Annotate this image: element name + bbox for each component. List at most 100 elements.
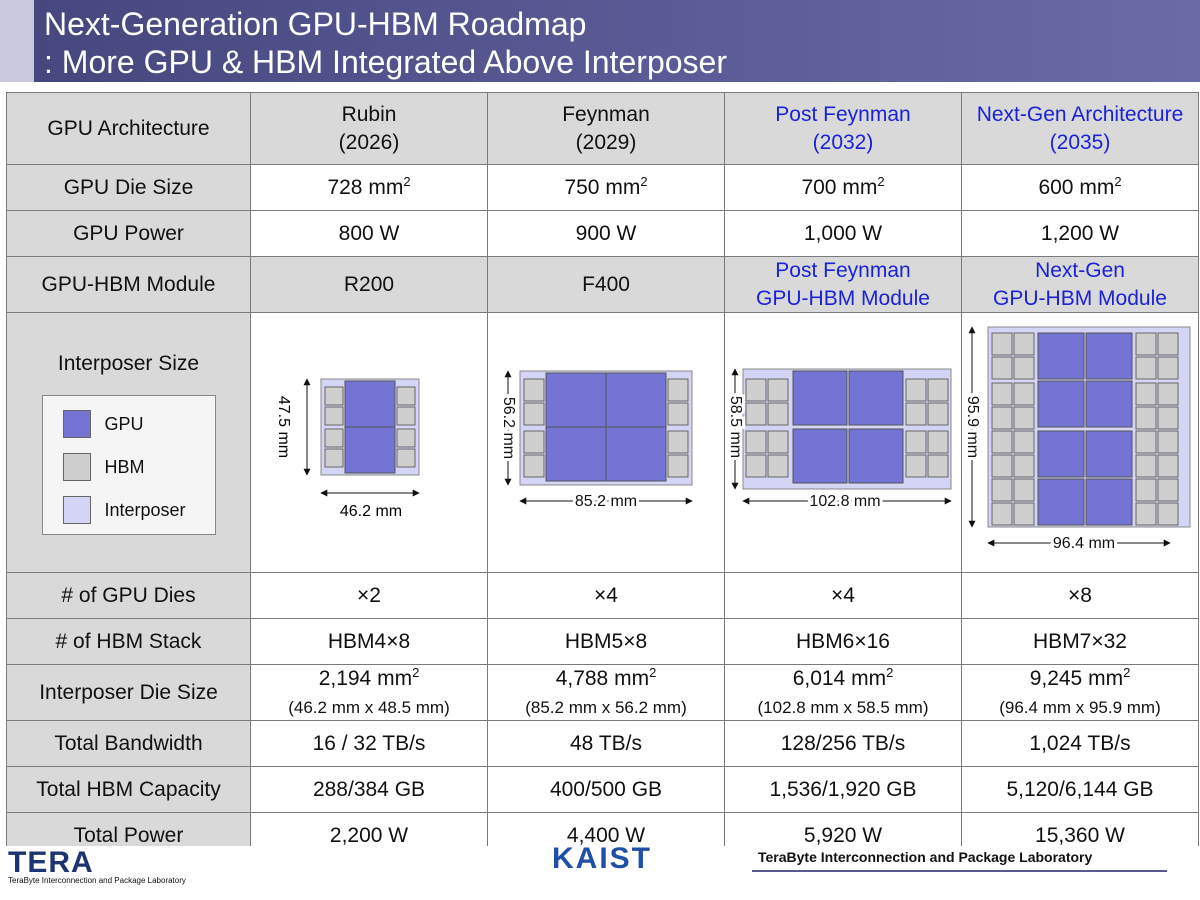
row-label: GPU Die Size <box>6 164 251 211</box>
cell-value: 1,536/1,920 GB <box>724 765 962 813</box>
cell-value: 700 mm2 <box>724 164 962 211</box>
row-label: Interposer Size <box>57 352 200 375</box>
arch-name: Rubin <box>341 103 397 127</box>
cell-value: 128/256 TB/s <box>724 719 962 767</box>
footer-divider <box>752 870 1167 872</box>
arch-year: (2029) <box>575 130 637 154</box>
cell-value: ×2 <box>250 572 488 620</box>
area-text: 2,194 mm <box>318 667 413 691</box>
row-die-size: GPU Die Size 728 mm2 750 mm2 700 mm2 600… <box>6 164 1199 211</box>
diagram-cell-post-feynman: 58.5 mm 102.8 mm <box>724 311 962 574</box>
row-label: GPU-HBM Module <box>6 256 251 313</box>
arch-year: (2032) <box>812 130 874 154</box>
area-text: 4,788 mm <box>555 667 650 691</box>
interposer-diagram-post-feynman: 58.5 mm 102.8 mm <box>724 368 952 513</box>
cell-value: HBM7×32 <box>961 618 1199 666</box>
cell-value: HBM4×8 <box>250 618 488 666</box>
cell-value: HBM5×8 <box>487 618 725 666</box>
cell-value: 800 W <box>250 210 488 257</box>
cell-value: 4,788 mm2 (85.2 mm x 56.2 mm) <box>487 664 725 721</box>
cell-value: 728 mm2 <box>250 164 488 211</box>
module-line-1: Post Feynman <box>775 259 911 283</box>
hbm-stacks <box>324 386 416 468</box>
arch-name: Feynman <box>562 103 650 127</box>
unit-superscript: 2 <box>403 173 411 189</box>
width-label: 85.2 mm <box>575 493 637 510</box>
hbm-stacks <box>745 378 949 478</box>
unit-superscript: 2 <box>649 665 657 681</box>
cell-value: ×4 <box>487 572 725 620</box>
lab-name: TeraByte Interconnection and Package Lab… <box>758 849 1093 865</box>
arch-next-gen: Next-Gen Architecture (2035) <box>961 92 1199 165</box>
module-line-2: GPU-HBM Module <box>756 286 930 310</box>
width-label: 102.8 mm <box>809 493 880 510</box>
width-label: 46.2 mm <box>340 503 402 520</box>
row-label: GPU Architecture <box>6 92 251 165</box>
arch-name: Next-Gen Architecture <box>976 103 1184 127</box>
height-label: 56.2 mm <box>500 397 517 459</box>
arch-year: (2035) <box>1049 130 1111 154</box>
area-text: 9,245 mm <box>1029 667 1124 691</box>
value-text: 600 mm <box>1038 175 1115 199</box>
hbm-stacks <box>523 378 689 478</box>
interposer-diagram-rubin: 47.5 mm 46.2 mm <box>275 378 420 520</box>
cell-value: 750 mm2 <box>487 164 725 211</box>
title-banner: Next-Generation GPU-HBM Roadmap : More G… <box>0 0 1200 82</box>
cell-value: 5,120/6,144 GB <box>961 765 1199 813</box>
interposer-swatch <box>62 496 91 525</box>
cell-value: F400 <box>487 256 725 313</box>
height-label: 95.9 mm <box>964 396 981 458</box>
dims-text: (85.2 mm x 56.2 mm) <box>525 697 687 717</box>
cell-value: Post Feynman GPU-HBM Module <box>724 256 962 313</box>
unit-superscript: 2 <box>1114 173 1122 189</box>
roadmap-table: GPU Architecture Rubin (2026) Feynman (202… <box>6 92 1199 859</box>
diagram-cell-next-gen: 95.9 mm 96.4 mm <box>961 311 1199 574</box>
arch-rubin: Rubin (2026) <box>250 92 488 165</box>
slide-title-line-2: : More GPU & HBM Integrated Above Interp… <box>44 44 727 80</box>
cell-value: 1,200 W <box>961 210 1199 257</box>
gpu-dies <box>792 370 904 484</box>
dims-text: (96.4 mm x 95.9 mm) <box>999 697 1161 717</box>
row-gpu-dies: # of GPU Dies ×2 ×4 ×4 ×8 <box>6 572 1199 620</box>
row-interposer-size: Interposer Size GPU HBM Interposer <box>6 311 1199 574</box>
cell-value: ×4 <box>724 572 962 620</box>
cell-value: 48 TB/s <box>487 719 725 767</box>
unit-superscript: 2 <box>1123 665 1131 681</box>
cell-value: 9,245 mm2 (96.4 mm x 95.9 mm) <box>961 664 1199 721</box>
unit-superscript: 2 <box>886 665 894 681</box>
row-bandwidth: Total Bandwidth 16 / 32 TB/s 48 TB/s 128… <box>6 719 1199 767</box>
dims-text: (46.2 mm x 48.5 mm) <box>288 697 450 717</box>
tera-logo: TERA <box>8 846 94 879</box>
row-label: GPU Power <box>6 210 251 257</box>
kaist-logo: KAIST <box>552 842 652 875</box>
interposer-label-cell: Interposer Size GPU HBM Interposer <box>6 311 251 574</box>
legend-label: Interposer <box>104 500 186 521</box>
cell-value: 1,024 TB/s <box>961 719 1199 767</box>
arch-feynman: Feynman (2029) <box>487 92 725 165</box>
legend: GPU HBM Interposer <box>41 395 216 536</box>
cell-value: Next-Gen GPU-HBM Module <box>961 256 1199 313</box>
cell-value: 600 mm2 <box>961 164 1199 211</box>
row-interposer-die-size: Interposer Die Size 2,194 mm2 (46.2 mm x … <box>6 664 1199 721</box>
cell-value: 16 / 32 TB/s <box>250 719 488 767</box>
cell-value: HBM6×16 <box>724 618 962 666</box>
height-label: 47.5 mm <box>275 396 292 458</box>
gpu-dies <box>545 372 667 482</box>
cell-value: ×8 <box>961 572 1199 620</box>
value-text: 750 mm <box>564 175 641 199</box>
row-label: Total HBM Capacity <box>6 765 251 813</box>
module-line-2: GPU-HBM Module <box>993 286 1167 310</box>
banner-accent <box>0 0 34 82</box>
arch-post-feynman: Post Feynman (2032) <box>724 92 962 165</box>
cell-value: 6,014 mm2 (102.8 mm x 58.5 mm) <box>724 664 962 721</box>
module-line-1: Next-Gen <box>1035 259 1125 283</box>
dims-text: (102.8 mm x 58.5 mm) <box>757 697 929 717</box>
diagram-cell-feynman: 56.2 mm 85.2 mm <box>487 311 725 574</box>
unit-superscript: 2 <box>640 173 648 189</box>
width-label: 96.4 mm <box>1053 535 1115 552</box>
hbm-swatch <box>62 453 91 482</box>
tera-logo-subtitle: TeraByte Interconnection and Package Lab… <box>8 876 186 885</box>
unit-superscript: 2 <box>412 665 420 681</box>
height-label: 58.5 mm <box>727 396 744 458</box>
interposer-diagram-feynman: 56.2 mm 85.2 mm <box>497 370 693 513</box>
